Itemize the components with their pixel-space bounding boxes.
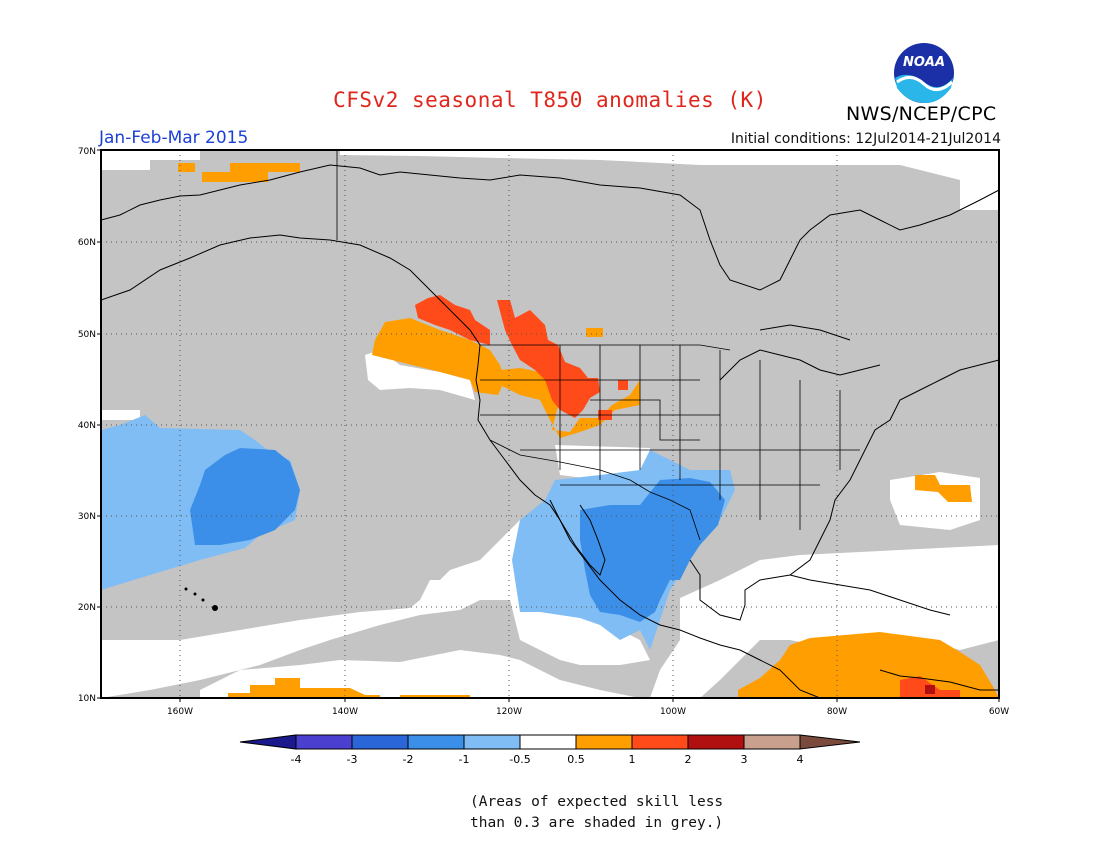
colorbar-cell: [407, 734, 465, 750]
colorbar-label: 1: [629, 753, 636, 766]
lat-label-30N: 30N: [78, 512, 96, 522]
colorbar-cell: [687, 734, 745, 750]
colorbar-label: -0.5: [509, 753, 530, 766]
skill-note-line-1: (Areas of expected skill less: [470, 794, 724, 810]
colorbar-labels: -4 -3 -2 -1 -0.5 0.5 1 2 3 4: [291, 753, 804, 766]
lat-label-50N: 50N: [78, 330, 96, 340]
color-bar: [239, 734, 861, 750]
anomaly-map: 70N 60N 50N 40N 30N 20N 10N 160W 140W 12…: [78, 147, 1009, 766]
colorbar-label: -4: [291, 753, 302, 766]
org-label: NWS/NCEP/CPC: [846, 103, 997, 125]
map-frame: [100, 149, 1000, 699]
colorbar-cell: [743, 734, 801, 750]
colorbar-cell: [295, 734, 353, 750]
colorbar-arrow-right: [799, 734, 861, 750]
tick-marks: [97, 149, 1000, 702]
skill-note: (Areas of expected skill less than 0.3 a…: [470, 792, 750, 834]
colorbar-label: 4: [797, 753, 804, 766]
map-title: CFSv2 seasonal T850 anomalies (K): [333, 88, 767, 112]
colorbar-cell: [575, 734, 633, 750]
noaa-logo: NOAA: [894, 43, 954, 104]
lon-label-120W: 120W: [496, 707, 522, 717]
colorbar-label: 0.5: [567, 753, 585, 766]
lat-label-40N: 40N: [78, 421, 96, 431]
colorbar-cell: [631, 734, 689, 750]
lat-label-20N: 20N: [78, 603, 96, 613]
colorbar-label: 3: [741, 753, 748, 766]
lon-label-160W: 160W: [167, 707, 193, 717]
lon-label-80W: 80W: [827, 707, 847, 717]
colorbar-label: -1: [459, 753, 470, 766]
forecast-period: Jan-Feb-Mar 2015: [99, 128, 249, 148]
longitude-labels: 160W 140W 120W 100W 80W 60W: [167, 707, 1009, 717]
lon-label-140W: 140W: [332, 707, 358, 717]
lon-label-100W: 100W: [660, 707, 686, 717]
hawaii-islands: [184, 587, 218, 611]
lon-label-60W: 60W: [989, 707, 1009, 717]
colorbar-label: -3: [347, 753, 358, 766]
latitude-labels: 70N 60N 50N 40N 30N 20N 10N: [78, 147, 96, 704]
colorbar-cell: [463, 734, 521, 750]
political-borders: [336, 150, 860, 541]
svg-text:NOAA: NOAA: [903, 55, 945, 70]
colorbar-label: -2: [403, 753, 414, 766]
dark-red-anomaly-areas: [925, 685, 935, 694]
initial-conditions: Initial conditions: 12Jul2014-21Jul2014: [730, 131, 1001, 147]
colorbar-cell: [519, 734, 577, 750]
colorbar-cell: [351, 734, 409, 750]
lat-label-10N: 10N: [78, 694, 96, 704]
skill-note-line-2: than 0.3 are shaded in grey.): [470, 815, 724, 831]
colorbar-arrow-left: [239, 734, 297, 750]
blue-anomaly-areas: [190, 448, 725, 622]
coastlines: [101, 164, 999, 698]
lat-label-60N: 60N: [78, 238, 96, 248]
lat-label-70N: 70N: [78, 147, 96, 157]
colorbar-label: 2: [685, 753, 692, 766]
